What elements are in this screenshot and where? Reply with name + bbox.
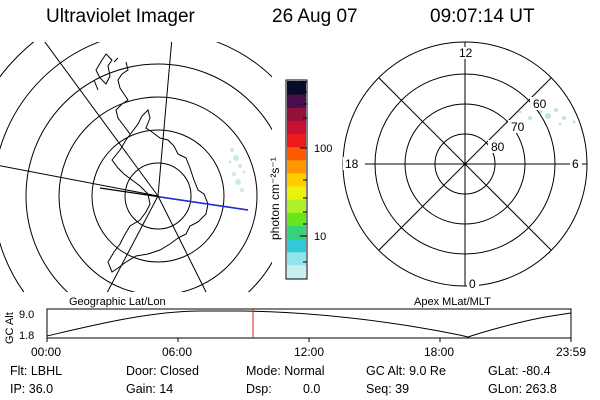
colorbar-tick-100: 100 bbox=[314, 143, 332, 155]
info-glat: GLat: -80.4 bbox=[488, 364, 551, 378]
altitude-plot-frame bbox=[46, 308, 572, 339]
colorbar-segment bbox=[287, 264, 306, 279]
altitude-xtick-1800: 18:00 bbox=[424, 345, 454, 359]
info-filter: Flt: LBHL bbox=[10, 364, 63, 378]
geographic-map-label: Geographic Lat/Lon bbox=[69, 296, 166, 308]
info-dsp-label: Dsp: bbox=[246, 382, 272, 396]
altitude-ytick-1-8: 1.8 bbox=[19, 330, 34, 342]
mlt-label-0: 0 bbox=[469, 277, 476, 291]
altitude-ytick-9: 9.0 bbox=[19, 309, 34, 321]
info-door: Door: Closed bbox=[126, 364, 199, 378]
satellite-track-highlight bbox=[159, 196, 249, 211]
colorbar-segment bbox=[287, 133, 306, 148]
colorbar-segment bbox=[287, 186, 306, 200]
antarctic-peninsula bbox=[115, 61, 131, 135]
apex-map-label: Apex MLat/MLT bbox=[414, 296, 491, 308]
colorbar-tick-10: 10 bbox=[314, 231, 326, 243]
colorbar-segment bbox=[287, 172, 306, 187]
altitude-xtick-2359: 23:59 bbox=[556, 345, 586, 359]
colorbar-segment bbox=[287, 199, 306, 213]
altitude-ylabel: GC Alt bbox=[4, 312, 16, 344]
south-america-tip bbox=[93, 53, 119, 91]
altitude-plot: 9.0 1.8 GC Alt 00:00 06:00 12:00 18:00 2… bbox=[4, 308, 586, 359]
mlat-label-80: 80 bbox=[491, 140, 505, 154]
apex-aurora-speckle bbox=[518, 108, 576, 126]
apex-spokes bbox=[343, 42, 587, 286]
mlt-label-18: 18 bbox=[345, 157, 359, 171]
altitude-xticks bbox=[46, 338, 572, 342]
antarctica-coastline bbox=[107, 109, 209, 273]
altitude-xtick-0600: 06:00 bbox=[162, 345, 192, 359]
colorbar-segment bbox=[287, 120, 306, 135]
aurora-speckle-geo bbox=[228, 148, 246, 192]
observation-time: 09:07:14 UT bbox=[430, 6, 535, 27]
info-ip: IP: 36.0 bbox=[10, 382, 54, 396]
mlat-label-60: 60 bbox=[533, 97, 547, 111]
mlt-label-6: 6 bbox=[572, 157, 579, 171]
info-seq: Seq: 39 bbox=[366, 382, 410, 396]
colorbar-segment bbox=[287, 225, 306, 240]
colorbar-segment bbox=[287, 159, 306, 174]
info-gc-alt: GC Alt: 9.0 Re bbox=[366, 364, 446, 378]
mlat-label-70: 70 bbox=[511, 120, 525, 134]
colorbar-segment bbox=[287, 238, 306, 253]
altitude-xtick-1200: 12:00 bbox=[294, 345, 324, 359]
observation-date: 26 Aug 07 bbox=[272, 6, 358, 27]
info-gain: Gain: 14 bbox=[126, 382, 174, 396]
colorbar bbox=[287, 81, 306, 279]
apex-map: 12 18 6 0 60 70 80 bbox=[342, 41, 588, 291]
info-glon: GLon: 263.8 bbox=[488, 382, 557, 396]
colorbar-ticks bbox=[300, 81, 307, 263]
colorbar-segment bbox=[287, 81, 306, 95]
geographic-map bbox=[0, 42, 272, 292]
colorbar-unit: photon cm⁻²s⁻¹ bbox=[268, 157, 282, 240]
colorbar-segment bbox=[287, 94, 306, 108]
colorbar-segment bbox=[287, 251, 306, 266]
info-dsp-value: 0.0 bbox=[303, 382, 321, 396]
info-mode: Mode: Normal bbox=[246, 364, 325, 378]
colorbar-segment bbox=[287, 212, 306, 226]
colorbar-segment bbox=[287, 107, 306, 121]
colorbar-segment bbox=[287, 146, 306, 161]
instrument-title: Ultraviolet Imager bbox=[46, 6, 195, 27]
mlt-label-12: 12 bbox=[459, 46, 473, 60]
altitude-curve bbox=[46, 310, 572, 338]
geo-grid bbox=[0, 42, 272, 292]
altitude-xtick-0000: 00:00 bbox=[31, 345, 61, 359]
